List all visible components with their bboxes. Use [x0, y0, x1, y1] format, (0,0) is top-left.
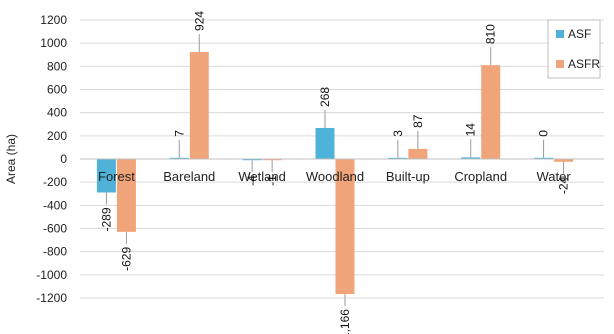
- legend-label: ASF: [568, 27, 591, 41]
- y-tick-label: -800: [43, 245, 67, 259]
- legend-box: [547, 19, 601, 79]
- bar-asf-wetland: [242, 159, 262, 161]
- bar-asfr-woodland: [335, 159, 355, 295]
- legend-items: ASF ASFR: [556, 27, 600, 71]
- data-label: -1,166: [338, 309, 352, 334]
- data-label: 0: [537, 130, 551, 137]
- y-tick-label: -200: [43, 175, 67, 189]
- legend-swatch: [556, 60, 564, 68]
- data-label: 14: [464, 123, 478, 137]
- data-labels: -289 -629 7 924 -4 -1 268 -1,166 3 87 14 810 0 -24: [99, 11, 570, 334]
- y-tick-label: 1200: [40, 13, 67, 27]
- y-tick-label: -600: [43, 222, 67, 236]
- y-tick-label: 800: [47, 59, 67, 73]
- data-label: -24: [557, 176, 571, 194]
- bar-asfr-water: [554, 159, 574, 162]
- bar-asf-forest: [96, 159, 116, 193]
- legend: ASF ASFR: [547, 19, 601, 79]
- category-label: Woodland: [306, 169, 364, 184]
- category-label: Built-up: [386, 169, 430, 184]
- bar-asfr-wetland: [262, 159, 282, 161]
- bar-asf-cropland: [461, 157, 481, 159]
- data-label: -289: [99, 207, 113, 231]
- bar-asfr-bareland: [189, 51, 209, 159]
- y-tick-label: -400: [43, 198, 67, 212]
- legend-swatch: [556, 30, 564, 38]
- data-label: 810: [484, 24, 498, 44]
- y-tick-label: 600: [47, 83, 67, 97]
- category-label: Forest: [98, 169, 135, 184]
- bar-asf-woodland: [315, 127, 335, 159]
- legend-label: ASFR: [568, 57, 600, 71]
- bar-asf-built-up: [388, 157, 408, 159]
- y-axis-ticks: 1200 1000 800 600 400 200 0 -200 -400 -600 -800 -10…: [36, 13, 67, 305]
- data-label: -1: [265, 175, 279, 186]
- y-tick-label: 1000: [40, 36, 67, 50]
- data-label: 7: [172, 130, 186, 137]
- data-label: 87: [411, 114, 425, 128]
- data-label: 268: [318, 87, 332, 107]
- bar-asfr-forest: [116, 159, 136, 232]
- gridlines: [80, 19, 604, 299]
- y-tick-label: 200: [47, 129, 67, 143]
- category-label: Cropland: [454, 169, 507, 184]
- category-labels: Forest Bareland Wetland Woodland Built-up Cro…: [98, 169, 571, 184]
- bar-asf-water: [534, 157, 554, 159]
- bar-asfr-built-up: [408, 148, 428, 159]
- bar-asfr-cropland: [481, 65, 501, 159]
- y-tick-label: -1200: [36, 291, 67, 305]
- data-label: 3: [391, 130, 405, 137]
- category-label: Wetland: [238, 169, 285, 184]
- y-tick-label: 400: [47, 106, 67, 120]
- category-label: Bareland: [163, 169, 215, 184]
- y-tick-label: 0: [60, 152, 67, 166]
- data-label: -629: [119, 247, 133, 271]
- bar-asf-bareland: [169, 157, 189, 159]
- bars: [96, 51, 574, 295]
- y-axis-title: Area (ha): [4, 134, 18, 184]
- category-label: Water: [536, 169, 571, 184]
- data-label: -4: [245, 175, 259, 186]
- data-label: 924: [192, 11, 206, 31]
- y-tick-label: -1000: [36, 268, 67, 282]
